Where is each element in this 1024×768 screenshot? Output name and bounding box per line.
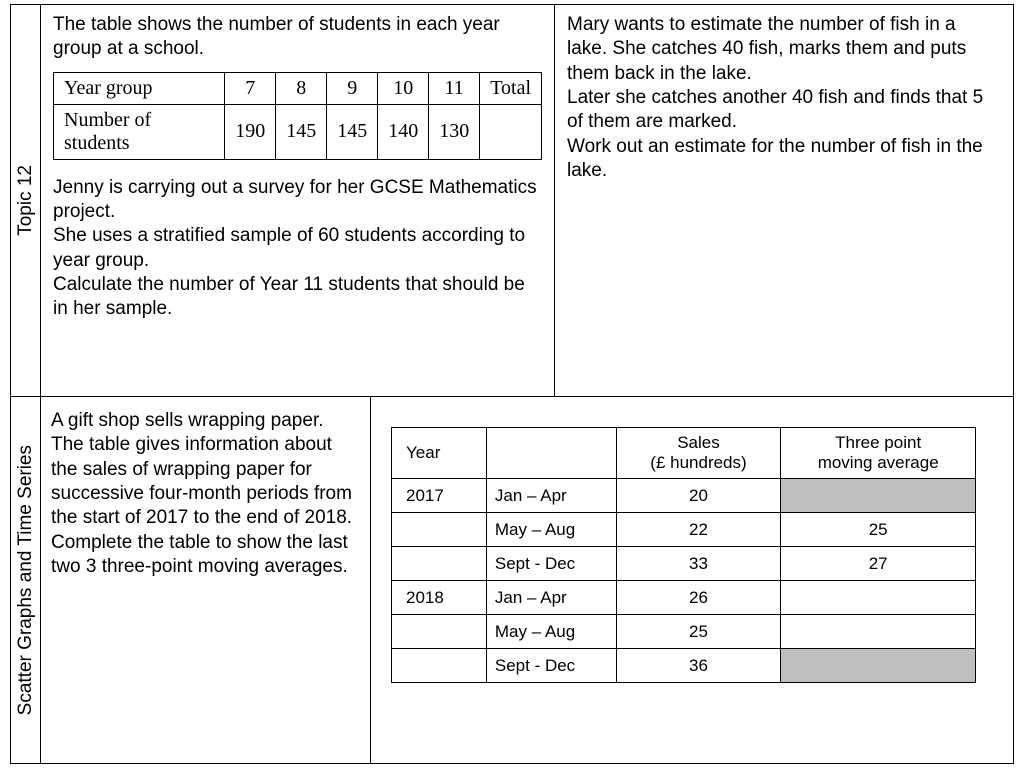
q3-line: The table gives information about the sa… — [51, 434, 352, 528]
header-line: (£ hundreds) — [650, 453, 746, 472]
q1-intro: The table shows the number of students i… — [53, 13, 542, 62]
sales-cell: 25 — [616, 615, 781, 649]
sales-table: Year Sales (£ hundreds) Three point movi… — [391, 427, 976, 683]
cell: 190 — [225, 104, 276, 159]
sales-cell: 26 — [616, 581, 781, 615]
cell: 140 — [378, 104, 429, 159]
cell: 145 — [327, 104, 378, 159]
cell: 145 — [276, 104, 327, 159]
period-cell: May – Aug — [486, 615, 616, 649]
avg-cell — [781, 479, 976, 513]
q1-line: Jenny is carrying out a survey for her G… — [53, 177, 537, 222]
top-row: The table shows the number of students i… — [41, 5, 1013, 397]
avg-cell — [781, 581, 976, 615]
question-2: Mary wants to estimate the number of fis… — [555, 5, 1013, 396]
table-row: Year group 7 8 9 10 11 Total — [54, 72, 542, 104]
cell: 7 — [225, 72, 276, 104]
question-1: The table shows the number of students i… — [41, 5, 555, 396]
table-row: 2017Jan – Apr20 — [392, 479, 976, 513]
sales-cell: 36 — [616, 649, 781, 683]
q2-line: Work out an estimate for the number of f… — [567, 136, 983, 181]
q3-line: Complete the table to show the last two … — [51, 532, 348, 577]
cell: 8 — [276, 72, 327, 104]
avg-cell — [781, 649, 976, 683]
avg-cell: 27 — [781, 547, 976, 581]
header-line: Sales — [677, 433, 720, 452]
avg-cell: 25 — [781, 513, 976, 547]
sales-cell: 20 — [616, 479, 781, 513]
cell: 10 — [378, 72, 429, 104]
period-cell: May – Aug — [486, 513, 616, 547]
row-label: Number of students — [54, 104, 225, 159]
q1-line: Calculate the number of Year 11 students… — [53, 274, 525, 319]
col-period-header — [486, 428, 616, 479]
period-cell: Jan – Apr — [486, 581, 616, 615]
q3-text: A gift shop sells wrapping paper. The ta… — [51, 409, 360, 579]
period-cell: Jan – Apr — [486, 479, 616, 513]
row-label: Year group — [54, 72, 225, 104]
col-avg-header: Three point moving average — [781, 428, 976, 479]
q2-text: Mary wants to estimate the number of fis… — [567, 13, 1001, 183]
section-label: Scatter Graphs and Time Series — [15, 445, 37, 715]
period-cell: Sept - Dec — [486, 649, 616, 683]
cell: 130 — [429, 104, 480, 159]
year-cell — [392, 615, 487, 649]
q1-line: She uses a stratified sample of 60 stude… — [53, 225, 525, 270]
topic-label: Topic 12 — [15, 165, 37, 236]
avg-cell — [781, 615, 976, 649]
table-row: May – Aug2225 — [392, 513, 976, 547]
question-3-table-area: Year Sales (£ hundreds) Three point movi… — [371, 397, 1013, 763]
cell: 9 — [327, 72, 378, 104]
table-row: Sept - Dec36 — [392, 649, 976, 683]
question-3-text: A gift shop sells wrapping paper. The ta… — [41, 397, 371, 763]
section-label-cell: Scatter Graphs and Time Series — [11, 397, 41, 763]
topic-label-cell: Topic 12 — [11, 5, 41, 397]
table-row: Number of students 190 145 145 140 130 — [54, 104, 542, 159]
table-row: 2018Jan – Apr26 — [392, 581, 976, 615]
header-line: moving average — [818, 453, 939, 472]
table-row: Sept - Dec3327 — [392, 547, 976, 581]
table-header-row: Year Sales (£ hundreds) Three point movi… — [392, 428, 976, 479]
cell — [480, 104, 542, 159]
sales-cell: 22 — [616, 513, 781, 547]
col-year-header: Year — [392, 428, 487, 479]
year-group-table: Year group 7 8 9 10 11 Total Number of s… — [53, 72, 542, 160]
q2-line: Later she catches another 40 fish and fi… — [567, 87, 983, 132]
bottom-row: A gift shop sells wrapping paper. The ta… — [41, 397, 1013, 763]
sales-cell: 33 — [616, 547, 781, 581]
cell: 11 — [429, 72, 480, 104]
header-line: Three point — [835, 433, 921, 452]
col-sales-header: Sales (£ hundreds) — [616, 428, 781, 479]
cell: Total — [480, 72, 542, 104]
q1-followup: Jenny is carrying out a survey for her G… — [53, 176, 542, 322]
year-cell — [392, 547, 487, 581]
q2-line: Mary wants to estimate the number of fis… — [567, 14, 966, 84]
worksheet-page: Topic 12 The table shows the number of s… — [10, 4, 1014, 764]
q3-line: A gift shop sells wrapping paper. — [51, 410, 324, 431]
period-cell: Sept - Dec — [486, 547, 616, 581]
year-cell — [392, 649, 487, 683]
year-cell: 2017 — [392, 479, 487, 513]
year-cell — [392, 513, 487, 547]
year-cell: 2018 — [392, 581, 487, 615]
table-row: May – Aug25 — [392, 615, 976, 649]
